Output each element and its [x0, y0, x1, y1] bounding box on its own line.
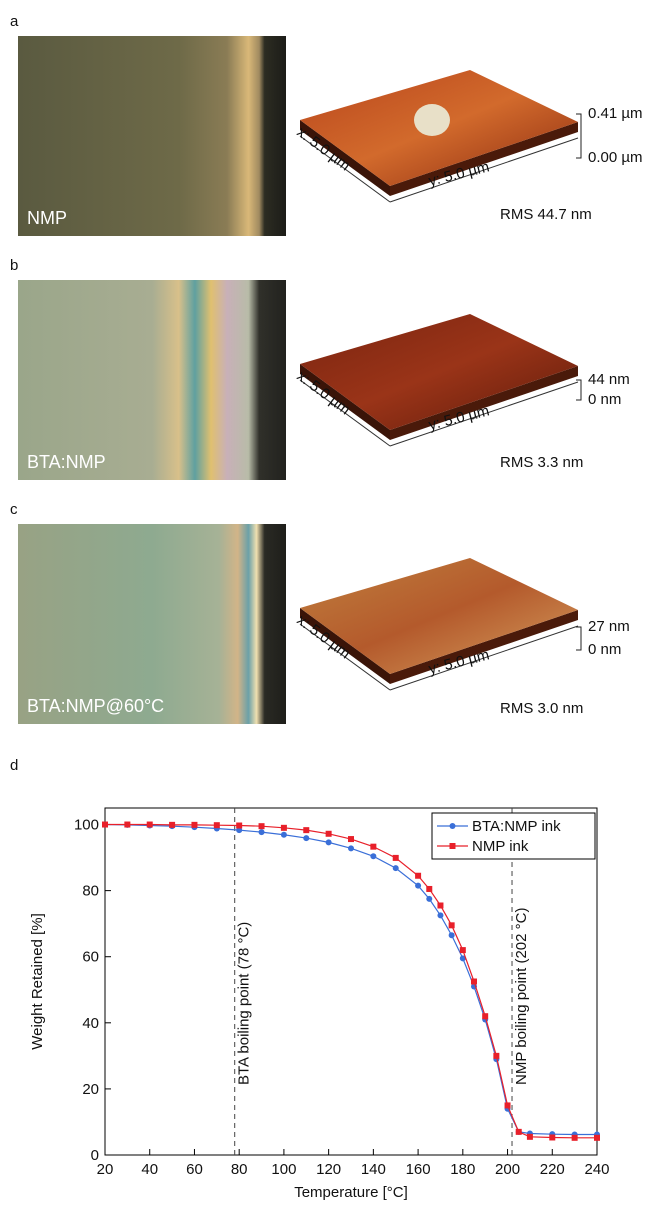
data-point [437, 912, 443, 918]
data-point [326, 839, 332, 845]
x-tick-label: 80 [231, 1161, 248, 1178]
panel-label: b [10, 257, 18, 274]
micrograph [18, 36, 286, 236]
data-point [393, 865, 399, 871]
data-point [415, 883, 421, 889]
micrograph-label: BTA:NMP@60°C [27, 696, 164, 716]
afm-peak [414, 104, 450, 136]
legend-label: BTA:NMP ink [472, 818, 561, 835]
data-point [471, 979, 477, 985]
data-point [505, 1102, 511, 1108]
data-point [326, 831, 332, 837]
micrograph-label: BTA:NMP [27, 452, 106, 472]
data-point [169, 822, 175, 828]
afm-z-scale [576, 380, 581, 400]
data-point [348, 836, 354, 842]
legend: BTA:NMP ink NMP ink [432, 813, 595, 859]
data-point [449, 922, 455, 928]
x-tick-label: 240 [584, 1161, 609, 1178]
afm-z-scale [576, 114, 581, 158]
data-point [527, 1134, 533, 1140]
y-tick-label: 40 [82, 1015, 99, 1032]
data-point [393, 855, 399, 861]
afm-z-min: 0.00 µm [588, 149, 643, 166]
data-point [348, 845, 354, 851]
afm-z-min: 0 nm [588, 641, 621, 658]
data-point [303, 827, 309, 833]
panel-label: c [10, 501, 18, 518]
x-tick-label: 160 [406, 1161, 431, 1178]
x-tick-label: 100 [271, 1161, 296, 1178]
x-axis-title: Temperature [°C] [294, 1184, 408, 1201]
data-point [437, 902, 443, 908]
figure: aNMPx: 5.0 µmy: 5.0 µm0.41 µm0.00 µmRMS … [0, 0, 654, 1201]
afm-z-scale [576, 627, 581, 650]
data-point [482, 1013, 488, 1019]
data-point [549, 1134, 555, 1140]
y-tick-label: 0 [91, 1147, 99, 1164]
x-tick-label: 220 [540, 1161, 565, 1178]
data-point [572, 1135, 578, 1141]
x-tick-label: 120 [316, 1161, 341, 1178]
y-axis-title: Weight Retained [%] [29, 913, 46, 1049]
legend-marker [450, 843, 456, 849]
afm-z-max: 27 nm [588, 618, 630, 635]
afm-rms: RMS 44.7 nm [500, 206, 592, 223]
boiling-point-label: BTA boiling point (78 °C) [236, 922, 253, 1085]
y-tick-label: 60 [82, 949, 99, 966]
data-point [370, 844, 376, 850]
data-point [594, 1135, 600, 1141]
x-tick-label: 60 [186, 1161, 203, 1178]
data-point [147, 822, 153, 828]
data-point [191, 822, 197, 828]
micrograph-label: NMP [27, 208, 67, 228]
data-point [449, 932, 455, 938]
data-point [426, 886, 432, 892]
x-tick-label: 200 [495, 1161, 520, 1178]
afm-rms: RMS 3.3 nm [500, 454, 583, 471]
data-point [102, 822, 108, 828]
data-point [426, 896, 432, 902]
afm-z-max: 0.41 µm [588, 105, 643, 122]
data-point [303, 835, 309, 841]
afm-z-max: 44 nm [588, 371, 630, 388]
data-point [370, 853, 376, 859]
micrograph [18, 280, 286, 480]
data-point [281, 832, 287, 838]
y-tick-label: 80 [82, 883, 99, 900]
x-tick-label: 20 [97, 1161, 114, 1178]
data-point [214, 822, 220, 828]
data-point [259, 823, 265, 829]
x-tick-label: 40 [141, 1161, 158, 1178]
legend-label: NMP ink [472, 838, 529, 855]
x-tick-label: 140 [361, 1161, 386, 1178]
x-tick-label: 180 [450, 1161, 475, 1178]
micrograph [18, 524, 286, 724]
data-point [281, 825, 287, 831]
afm-rms: RMS 3.0 nm [500, 700, 583, 717]
data-point [236, 823, 242, 829]
y-tick-label: 20 [82, 1081, 99, 1098]
y-tick-label: 100 [74, 817, 99, 834]
data-point [259, 829, 265, 835]
boiling-point-label: NMP boiling point (202 °C) [513, 908, 530, 1085]
data-point [516, 1129, 522, 1135]
data-point [493, 1053, 499, 1059]
panel-label: a [10, 13, 19, 30]
panel-label: d [10, 757, 18, 774]
data-point [124, 822, 130, 828]
data-point [415, 873, 421, 879]
legend-marker [450, 823, 456, 829]
afm-z-min: 0 nm [588, 391, 621, 408]
data-point [460, 947, 466, 953]
